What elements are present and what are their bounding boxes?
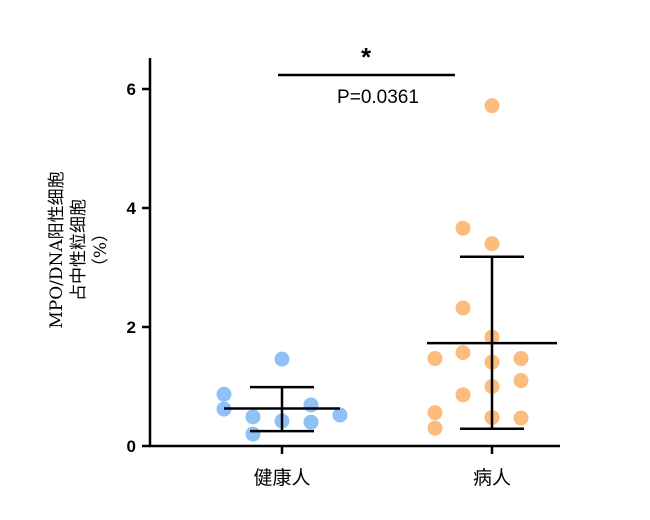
p-value-label: P=0.0361: [337, 87, 419, 108]
data-point: [245, 426, 261, 442]
series-1: [216, 351, 348, 442]
y-tick-label: 6: [127, 80, 136, 99]
data-point: [484, 236, 500, 252]
y-tick-label: 4: [127, 199, 137, 218]
y-tick-label: 0: [127, 437, 136, 456]
x-tick-label: 健康人: [253, 467, 310, 489]
data-point: [484, 98, 500, 114]
y-tick-label: 2: [127, 318, 136, 337]
data-point: [427, 405, 443, 421]
data-point: [513, 373, 529, 389]
series-2: [427, 98, 557, 436]
y-axis-label-line-3: （%）: [91, 225, 111, 275]
y-axis-label: MPO/DNA阳性细胞 占中性粒细胞 （%）: [47, 171, 111, 328]
data-point: [455, 387, 471, 403]
data-point: [216, 386, 232, 402]
data-point: [245, 409, 261, 425]
data-point: [513, 351, 529, 367]
y-axis-label-line-1: MPO/DNA阳性细胞: [47, 171, 67, 328]
data-point: [274, 351, 290, 367]
data-point: [513, 410, 529, 426]
data-point: [455, 220, 471, 236]
data-point: [455, 300, 471, 316]
marks: [216, 98, 557, 442]
x-tick-label: 病人: [473, 467, 511, 489]
data-point: [303, 414, 319, 430]
data-point: [303, 397, 319, 413]
significance-star: *: [361, 42, 372, 72]
data-point: [427, 351, 443, 367]
data-point: [427, 420, 443, 436]
y-axis-label-line-2: 占中性粒细胞: [69, 199, 89, 301]
data-point: [455, 345, 471, 361]
data-point: [332, 407, 348, 423]
axes: 0 2 4 6 健康人 病人: [127, 58, 560, 489]
